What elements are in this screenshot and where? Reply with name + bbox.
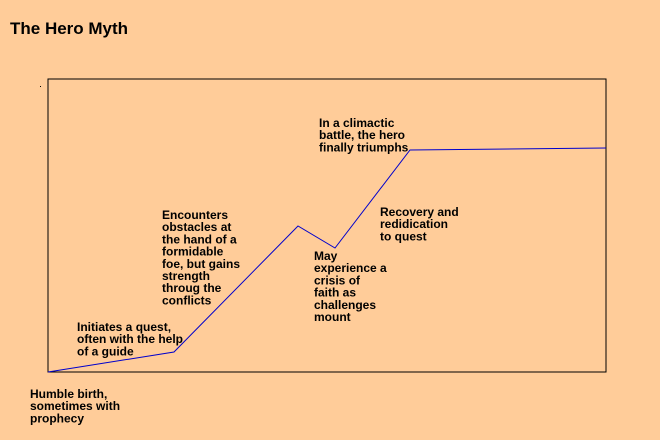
annotation-line: often with the help xyxy=(77,332,183,346)
annotation-line: experience a xyxy=(314,261,387,275)
annotation-line: Humble birth, xyxy=(30,387,107,401)
annotation-line: finally triumphs xyxy=(319,140,409,154)
annotation-line: to quest xyxy=(380,229,427,243)
annotation-line: obstacles at xyxy=(162,220,231,234)
frame xyxy=(47,78,607,373)
annotation-line: redidication xyxy=(380,217,448,231)
annotation-line: conflicts xyxy=(162,293,212,307)
dot xyxy=(40,86,41,87)
title: The Hero Myth xyxy=(10,19,128,38)
annotation-line: strength xyxy=(162,269,210,283)
annotation-line: faith as xyxy=(314,286,356,300)
journey-line xyxy=(47,147,607,373)
annotation-line: Recovery and xyxy=(380,205,459,219)
annotation-line: throug the xyxy=(162,281,222,295)
annotation-line: Encounters xyxy=(162,208,228,222)
annotation-line: battle, the hero xyxy=(319,128,405,142)
annotation-line: sometimes with xyxy=(30,399,120,413)
annotation-line: May xyxy=(314,249,338,263)
annotation-line: challenges xyxy=(314,298,376,312)
annotation-line: prophecy xyxy=(30,411,84,425)
annotation-line: mount xyxy=(314,310,351,324)
annotation-line: formidable xyxy=(162,245,224,259)
annotation-line: crisis of xyxy=(314,273,361,287)
annotation-line: Initiates a quest, xyxy=(77,320,171,334)
annotation-line: the hand of a xyxy=(162,232,237,246)
annotation-line: foe, but gains xyxy=(162,257,240,271)
annotation-line: In a climactic xyxy=(319,116,395,130)
annotation-line: of a guide xyxy=(77,344,134,358)
